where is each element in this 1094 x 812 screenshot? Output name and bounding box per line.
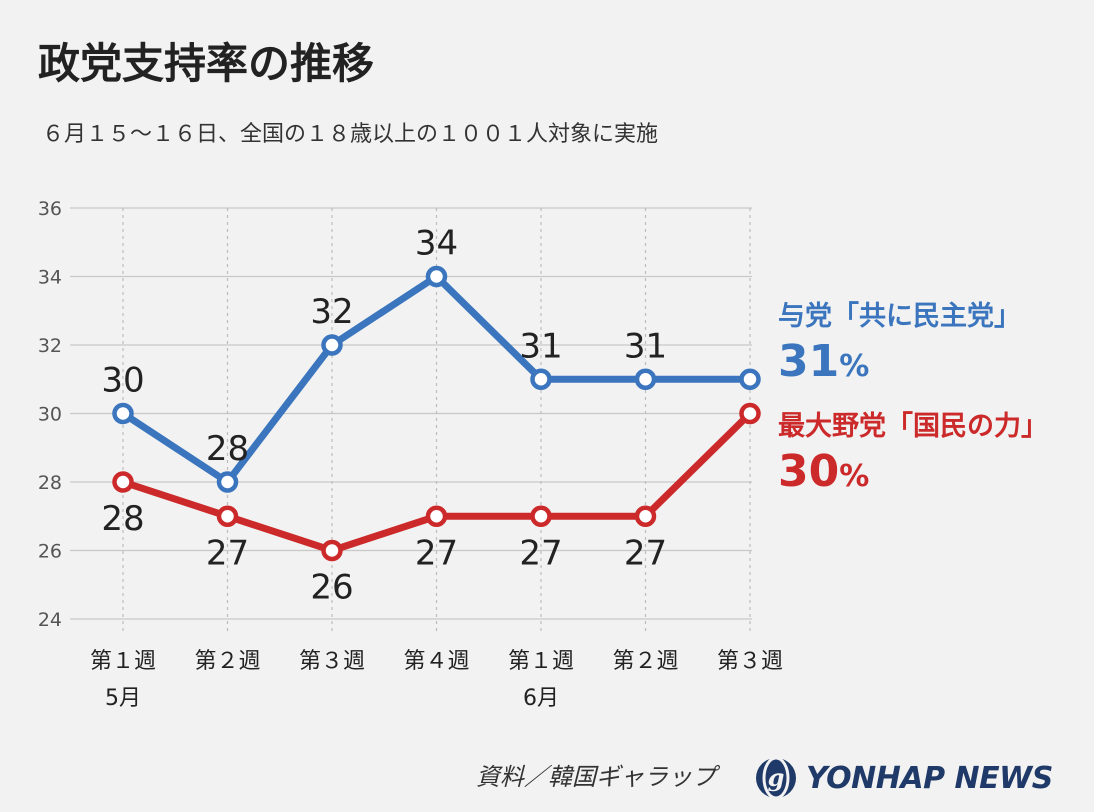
y-tick-label: 30 [38,404,62,426]
data-label: 27 [624,533,667,573]
data-point [425,265,448,288]
y-tick-label: 26 [38,541,62,563]
chart-title: 政党支持率の推移 [38,39,375,88]
legend-unit: % [839,459,869,494]
chart-subtitle: ６月１５～１６日、全国の１８歳以上の１００１人対象に実施 [42,122,659,147]
data-point [216,471,239,493]
data-label: 32 [310,292,353,332]
x-tick-label: 第２週 [194,649,260,674]
data-label: 28 [206,429,249,469]
data-point [530,505,552,527]
month-label: 6月 [523,686,559,711]
x-tick-label: 第３週 [717,649,783,674]
x-tick-label: 第１週 [508,649,574,674]
x-tick-label: 第４週 [403,649,469,674]
yonhap-logo-icon: g [756,756,796,800]
data-point [112,402,134,425]
data-label: 26 [310,568,353,608]
data-label: 31 [624,326,667,366]
data-point [216,505,239,527]
data-label: 30 [101,361,144,401]
legend-unit: % [839,349,869,384]
data-point [530,368,552,390]
x-tick-label: 第３週 [299,649,365,674]
y-tick-label: 34 [38,267,62,289]
month-label: 5月 [105,686,141,711]
x-tick-label: 第１週 [90,649,156,674]
series-0: 30 28 32 34 31 31 [101,224,761,493]
data-label: 27 [206,533,249,573]
data-point [321,539,343,562]
yonhap-logo: g YONHAP NEWS [754,748,1053,808]
data-point [112,471,134,493]
x-tick-label: 第２週 [612,649,678,674]
y-tick-label: 36 [38,198,62,220]
logo-text: YONHAP NEWS [806,760,1053,796]
legend-series-name: 与党「共に民主党」 [778,300,1021,332]
series-1: 28 27 26 27 27 27 [101,402,761,608]
data-point [634,505,657,527]
data-point [634,368,657,390]
data-label: 27 [519,533,562,573]
data-label: 27 [415,533,458,573]
legend-current-value: 30% [778,446,869,497]
data-label: 31 [519,326,562,366]
grid-layer: 24 26 28 30 32 34 36 [38,198,752,631]
source-note: 資料／韓国ギャラップ [476,763,716,791]
legend-series-name: 最大野党「国民の力」 [778,410,1048,442]
data-point [739,368,761,390]
data-point [321,334,343,356]
series-layer: 30 28 32 34 31 31 28 27 26 27 27 27 [101,224,761,608]
data-point [425,505,448,527]
y-tick-label: 28 [38,472,62,494]
data-label: 28 [101,499,144,539]
x-axis: 第１週 第２週 第３週 第４週 第１週 第２週 第３週 5月 6月 [90,649,783,711]
legend: 与党「共に民主党」 31% 最大野党「国民の力」 30% [778,300,1048,497]
legend-current-value: 31% [778,336,869,387]
data-point [739,402,761,425]
data-label: 34 [415,224,458,264]
y-tick-label: 32 [38,335,62,357]
y-tick-label: 24 [38,609,62,631]
svg-text:g: g [768,763,785,792]
